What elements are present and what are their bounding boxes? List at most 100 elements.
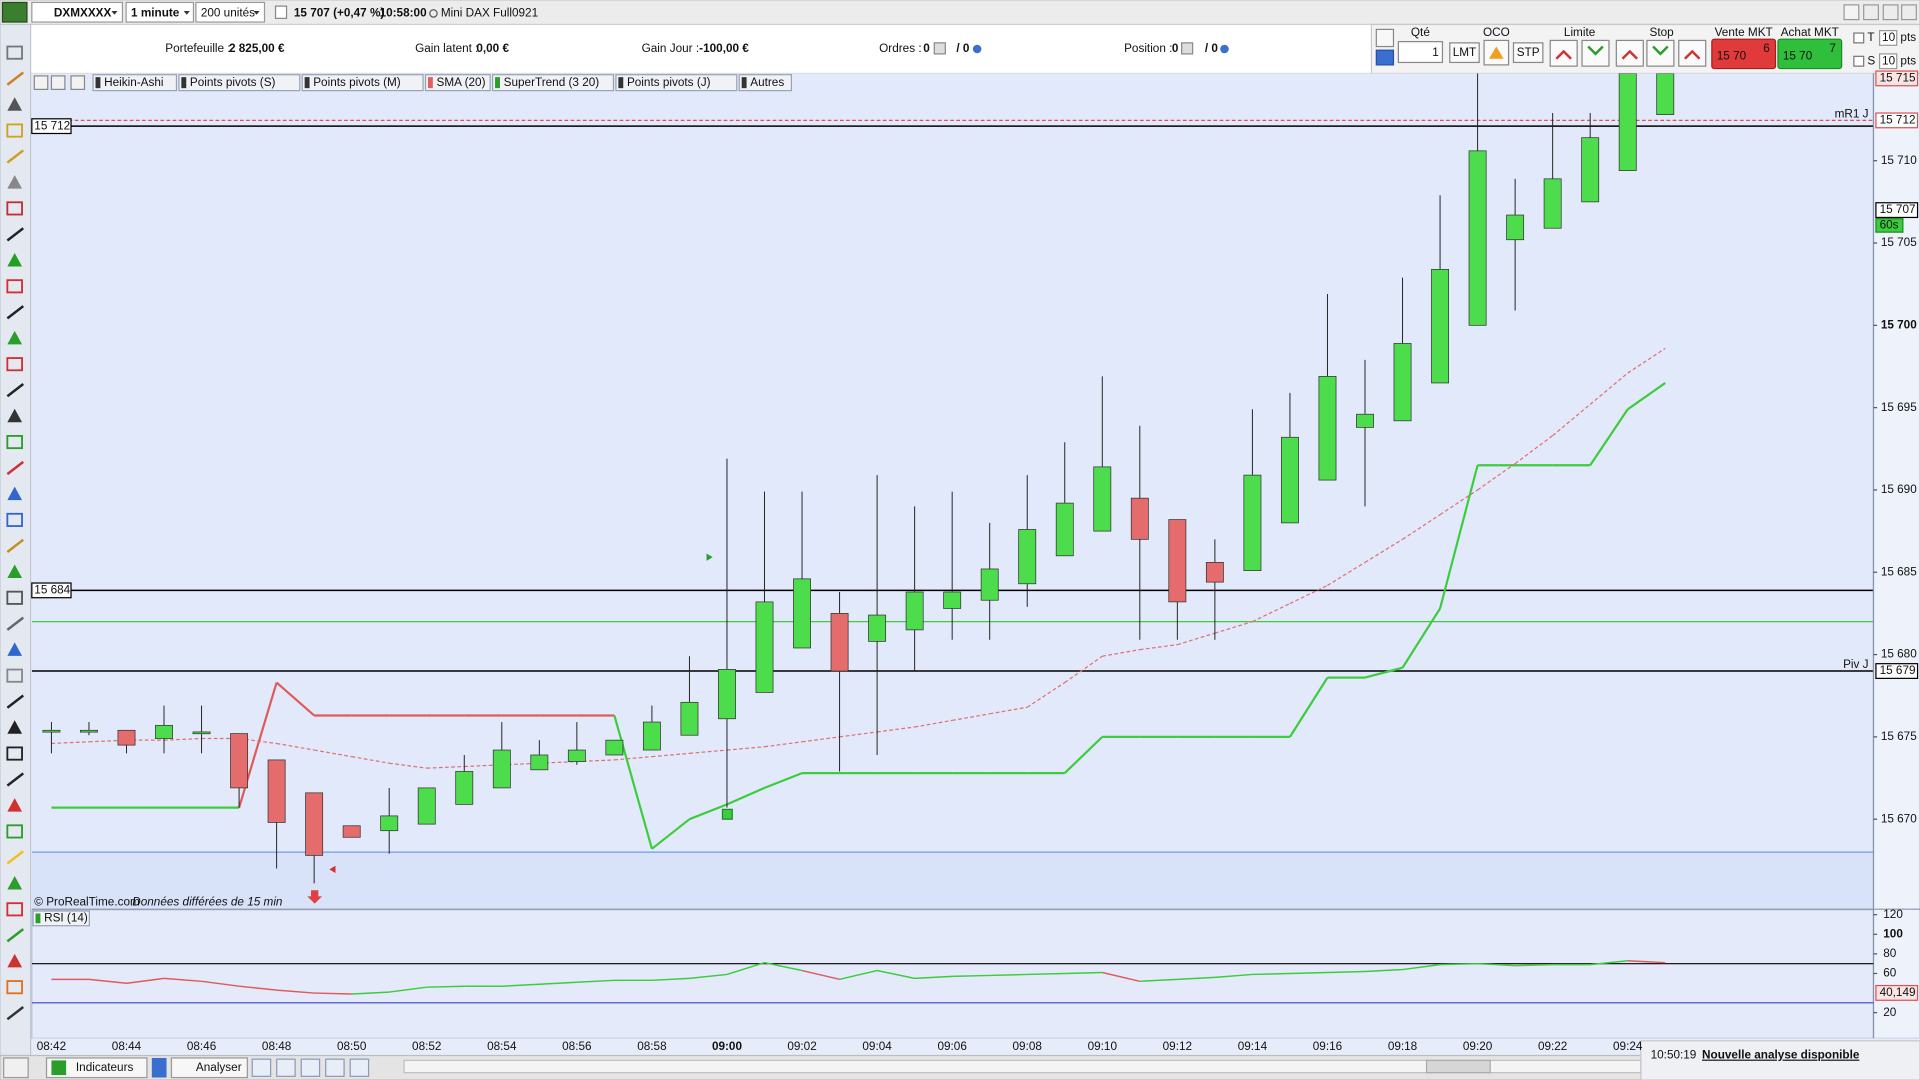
checkbox[interactable] bbox=[1853, 55, 1865, 67]
sell-price[interactable]: 15 70 bbox=[1717, 49, 1747, 62]
tool-icon[interactable] bbox=[1375, 28, 1395, 48]
tool-icon[interactable] bbox=[7, 642, 23, 656]
interval[interactable]: 1 minute bbox=[131, 7, 180, 20]
position-gear[interactable] bbox=[1220, 44, 1229, 54]
tool-icon[interactable] bbox=[6, 227, 25, 242]
window-button[interactable] bbox=[1882, 4, 1899, 21]
analyse-label[interactable]: Analyser bbox=[196, 1061, 242, 1074]
stp-button[interactable] bbox=[1512, 42, 1544, 64]
order-type-button[interactable] bbox=[1549, 39, 1578, 67]
rsi-title[interactable]: RSI (14) bbox=[44, 911, 88, 924]
tool-icon[interactable] bbox=[6, 824, 23, 839]
tab-icon[interactable] bbox=[33, 75, 49, 91]
tool-icon[interactable] bbox=[6, 772, 25, 787]
analyse-button[interactable] bbox=[170, 1057, 248, 1079]
tool-icon[interactable] bbox=[7, 252, 23, 267]
tool-icon[interactable] bbox=[7, 486, 23, 501]
indicator-name[interactable]: Autres bbox=[750, 76, 784, 89]
s-value[interactable]: 10 bbox=[1882, 54, 1896, 67]
tool-icon[interactable] bbox=[6, 850, 25, 865]
window-button[interactable] bbox=[1901, 4, 1917, 21]
tool-icon[interactable] bbox=[7, 953, 23, 968]
sell-pip[interactable]: 6 bbox=[1763, 42, 1770, 55]
rsi-title-tab[interactable] bbox=[32, 910, 90, 927]
pen-button[interactable] bbox=[3, 1057, 29, 1079]
tool-icon[interactable] bbox=[6, 305, 25, 320]
share-button[interactable] bbox=[151, 1057, 167, 1078]
units-dropdown[interactable] bbox=[195, 1, 266, 23]
tool-icon[interactable] bbox=[6, 357, 23, 372]
indicator-name[interactable]: Points pivots (S) bbox=[190, 76, 276, 89]
tool-icon[interactable] bbox=[6, 668, 23, 683]
qty-input[interactable] bbox=[1397, 41, 1444, 64]
lmt-button[interactable] bbox=[1449, 42, 1480, 64]
indicator-tab[interactable] bbox=[92, 74, 178, 92]
symbol-dropdown[interactable] bbox=[31, 1, 124, 23]
sell-button[interactable] bbox=[1711, 38, 1777, 70]
qty-value[interactable]: 1 bbox=[1432, 46, 1439, 59]
buy-pip[interactable]: 7 bbox=[1829, 42, 1836, 55]
buy-button[interactable] bbox=[1777, 38, 1843, 70]
tool-icon[interactable] bbox=[7, 720, 23, 734]
tool-icon[interactable] bbox=[6, 694, 25, 709]
tool-icon[interactable] bbox=[6, 71, 25, 86]
tab-icon[interactable] bbox=[70, 75, 86, 91]
tool-icon[interactable] bbox=[6, 460, 25, 476]
tool-icon[interactable] bbox=[7, 798, 23, 812]
bottom-tool[interactable] bbox=[349, 1058, 370, 1077]
indicator-tab[interactable] bbox=[424, 74, 491, 92]
order-type-button[interactable] bbox=[1615, 39, 1644, 67]
tool-icon[interactable] bbox=[6, 512, 23, 527]
lmt-label[interactable]: LMT bbox=[1453, 46, 1477, 59]
indicator-tab[interactable] bbox=[738, 74, 793, 92]
buy-price[interactable]: 15 70 bbox=[1783, 49, 1813, 62]
analysis-notice[interactable]: Nouvelle analyse disponible bbox=[1702, 1049, 1860, 1062]
tool-icon[interactable] bbox=[7, 97, 23, 111]
position-icon[interactable] bbox=[1181, 42, 1194, 55]
indicators-button[interactable] bbox=[45, 1057, 148, 1079]
indicator-name[interactable]: Points pivots (M) bbox=[313, 76, 401, 89]
bottom-tool[interactable] bbox=[251, 1058, 272, 1077]
tool-icon[interactable] bbox=[6, 902, 23, 917]
t-value[interactable]: 10 bbox=[1882, 31, 1896, 44]
tool-icon[interactable] bbox=[6, 435, 23, 450]
tool-icon[interactable] bbox=[7, 175, 23, 189]
tab-icon[interactable] bbox=[50, 75, 66, 91]
indicator-tab[interactable] bbox=[491, 74, 615, 92]
indicator-tab[interactable] bbox=[615, 74, 738, 92]
tool-icon[interactable] bbox=[6, 538, 25, 553]
indicator-name[interactable]: Points pivots (J) bbox=[627, 76, 711, 89]
tool-icon[interactable] bbox=[7, 408, 23, 423]
indicator-name[interactable]: SuperTrend (3 20) bbox=[504, 76, 600, 89]
scrollbar-track[interactable] bbox=[403, 1059, 1642, 1074]
units[interactable]: 200 unités bbox=[201, 7, 255, 20]
tool-icon[interactable] bbox=[6, 123, 23, 138]
tool-icon[interactable] bbox=[7, 876, 23, 890]
checkbox[interactable] bbox=[1853, 32, 1865, 44]
tool-icon[interactable] bbox=[6, 746, 23, 761]
tool-icon[interactable] bbox=[7, 564, 23, 578]
tool-icon[interactable] bbox=[6, 279, 23, 294]
tool-icon[interactable] bbox=[6, 928, 25, 943]
window-button[interactable] bbox=[1843, 4, 1860, 21]
indicator-tab[interactable] bbox=[301, 74, 424, 92]
symbol-name[interactable]: DXMXXXX bbox=[54, 7, 112, 20]
bottom-tool[interactable] bbox=[325, 1058, 345, 1077]
indicator-name[interactable]: Heikin-Ashi bbox=[104, 76, 163, 89]
bottom-tool[interactable] bbox=[276, 1058, 296, 1077]
interval-dropdown[interactable] bbox=[125, 1, 195, 23]
tool-icon[interactable] bbox=[7, 330, 23, 345]
indicator-name[interactable]: SMA (20) bbox=[437, 76, 486, 89]
tool-icon[interactable] bbox=[6, 45, 23, 60]
tool-icon[interactable] bbox=[6, 201, 23, 216]
indicators-label[interactable]: Indicateurs bbox=[76, 1061, 134, 1074]
keyboard-icon[interactable] bbox=[1375, 49, 1395, 66]
stp-label[interactable]: STP bbox=[1517, 46, 1540, 59]
pts-input[interactable] bbox=[1878, 30, 1898, 46]
tool-icon[interactable] bbox=[6, 590, 23, 605]
orders-icon[interactable] bbox=[933, 42, 946, 55]
tool-icon[interactable] bbox=[6, 383, 25, 398]
pts-input[interactable] bbox=[1878, 53, 1898, 70]
orders-gear[interactable] bbox=[972, 44, 982, 54]
tool-icon[interactable] bbox=[6, 1006, 25, 1021]
